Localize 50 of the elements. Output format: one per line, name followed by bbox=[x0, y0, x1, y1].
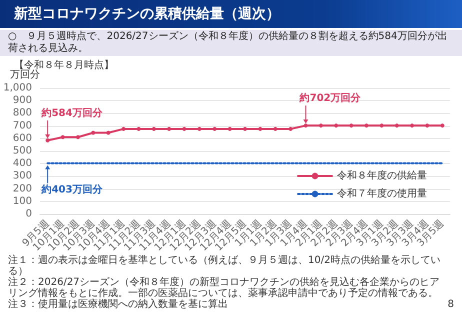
text: 【令和８年８月時点】 bbox=[14, 58, 114, 71]
point bbox=[304, 124, 308, 128]
point bbox=[410, 124, 414, 128]
y-tick-label: 600 bbox=[12, 132, 32, 144]
point bbox=[46, 138, 50, 142]
y-axis-title: 万回分 bbox=[10, 68, 40, 80]
point bbox=[273, 126, 278, 131]
point bbox=[349, 124, 354, 128]
point bbox=[136, 126, 141, 131]
y-tick-label: 700 bbox=[12, 120, 32, 132]
legend-label: 令和８年度の供給量 bbox=[337, 170, 427, 182]
point bbox=[167, 126, 172, 131]
text: 注１：週の表示は金曜日を基準としている（例えば、９月５週は、10/2時点の供給量を示している） bbox=[8, 255, 442, 277]
point bbox=[380, 124, 384, 128]
point bbox=[152, 126, 156, 131]
point bbox=[76, 135, 80, 140]
point bbox=[364, 124, 368, 128]
annotation: 約403万回分 bbox=[40, 184, 104, 196]
point bbox=[197, 126, 202, 131]
text: 注３：使用量は医療機関への納入数量を基に算出 bbox=[8, 299, 229, 310]
y-tick-label: 500 bbox=[12, 146, 32, 156]
chart-title: 新型コロナワクチンの累積供給量（週次） bbox=[0, 0, 462, 28]
point bbox=[122, 126, 126, 131]
y-tick-label: 300 bbox=[12, 170, 32, 182]
point bbox=[288, 126, 293, 131]
point bbox=[91, 130, 96, 135]
y-tick-label: 200 bbox=[12, 183, 32, 194]
point bbox=[394, 124, 399, 128]
annotation: 約584万回分 bbox=[40, 106, 104, 119]
text: 注２：2026/27シーズン（令和８年度）の新型コロナワクチンの供給を見込む各企業からのヒアリング情報をもとに作成。一部の医薬品については、薬事承認申請中であり予定の情報である。 bbox=[8, 277, 441, 299]
point bbox=[258, 126, 262, 131]
point bbox=[440, 124, 444, 128]
point bbox=[106, 130, 110, 135]
point bbox=[318, 124, 323, 128]
y-tick-label: 800 bbox=[12, 108, 32, 119]
y-tick-label: 400 bbox=[12, 158, 32, 170]
y-tick-label: 0 bbox=[26, 208, 32, 220]
y-tick-label: 100 bbox=[12, 196, 32, 207]
annotation: 約702万回分 bbox=[298, 92, 362, 104]
point bbox=[228, 126, 232, 131]
point bbox=[425, 124, 430, 128]
y-tick-label: 900 bbox=[12, 95, 32, 106]
point bbox=[212, 126, 217, 131]
legend-label: 令和７年度の使用量 bbox=[337, 188, 427, 200]
point bbox=[60, 135, 65, 140]
chart-subtitle: ○ ９月５週時点で、2026/27シーズン（令和８年度）の供給量の８割を超える約584万回分が出荷される見込み。 bbox=[0, 30, 462, 56]
text: 8 bbox=[448, 299, 454, 310]
point bbox=[182, 126, 186, 131]
y-tick-label: 1,000 bbox=[3, 82, 32, 94]
point bbox=[334, 124, 338, 128]
